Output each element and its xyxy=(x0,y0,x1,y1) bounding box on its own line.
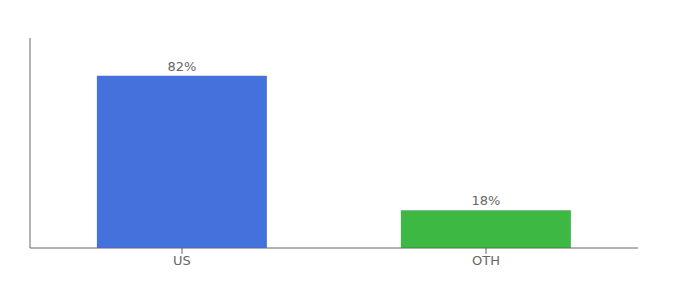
svg-text:18%: 18% xyxy=(471,193,500,208)
svg-text:US: US xyxy=(173,253,191,268)
svg-text:82%: 82% xyxy=(167,59,196,74)
svg-text:OTH: OTH xyxy=(472,253,500,268)
